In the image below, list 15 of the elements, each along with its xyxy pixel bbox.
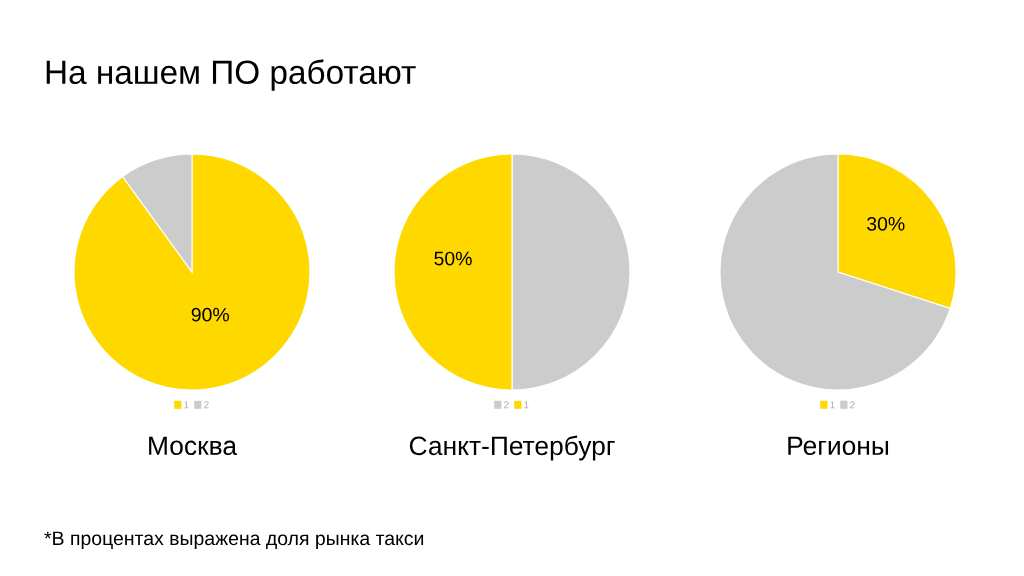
text: *В процентах выражена доля рынка такси <box>44 531 424 550</box>
text: Санкт-Петербург <box>409 435 615 461</box>
legend-label: 1 <box>524 401 529 409</box>
text: Регионы <box>788 436 889 456</box>
data-label: 50% <box>434 251 472 266</box>
legend-label: 1 <box>830 401 835 409</box>
legend-label: 2 <box>850 401 855 409</box>
pie-slice <box>73 153 311 391</box>
legend-label: 1 <box>184 401 189 409</box>
text: Москва <box>149 436 238 456</box>
data-label: 90% <box>191 307 229 322</box>
data-label: 30% <box>867 216 905 231</box>
legend-label: 2 <box>504 401 509 409</box>
chart-title: На нашем ПО работают <box>46 59 416 91</box>
legend-label: 2 <box>204 401 209 409</box>
